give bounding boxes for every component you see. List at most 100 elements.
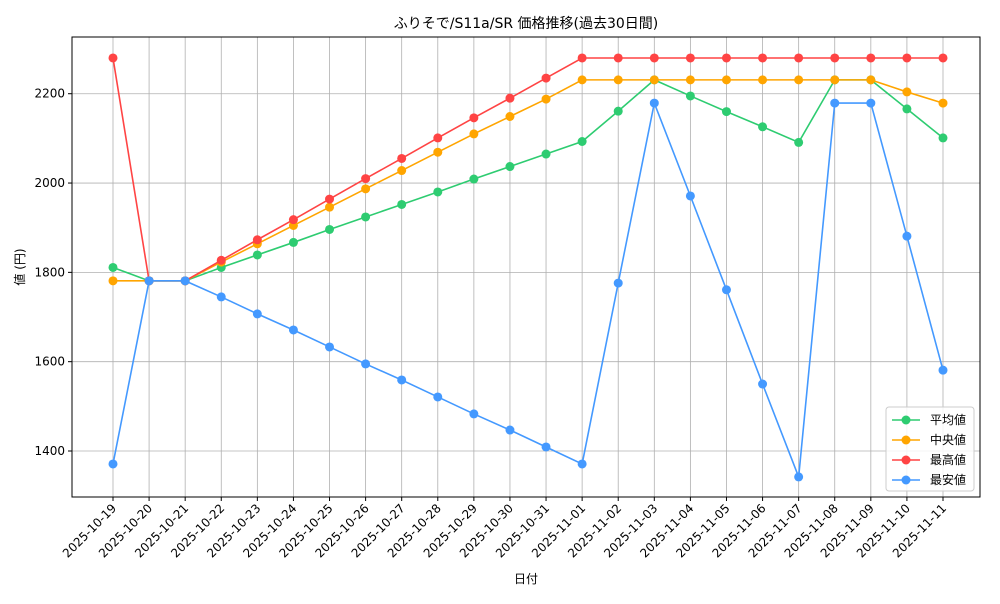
data-point — [794, 53, 804, 63]
data-point — [361, 184, 371, 194]
y-tick-label: 2200 — [34, 87, 65, 101]
data-point — [577, 53, 587, 63]
data-point — [505, 162, 515, 172]
data-point — [288, 215, 298, 225]
data-point — [469, 174, 479, 184]
y-axis-label: 値 (円) — [12, 248, 27, 285]
data-point — [541, 94, 551, 104]
data-point — [505, 111, 515, 121]
data-point — [325, 194, 335, 204]
data-point — [685, 53, 695, 63]
data-point — [108, 262, 118, 272]
data-point — [721, 75, 731, 85]
data-point — [433, 133, 443, 143]
data-point — [902, 53, 912, 63]
data-point — [505, 93, 515, 103]
data-point — [685, 75, 695, 85]
data-point — [397, 375, 407, 385]
data-point — [794, 137, 804, 147]
data-point — [938, 98, 948, 108]
series-中央値 — [108, 75, 948, 286]
data-point — [361, 359, 371, 369]
data-point — [397, 199, 407, 209]
data-point — [325, 202, 335, 212]
data-point — [252, 250, 262, 260]
data-point — [649, 98, 659, 108]
data-point — [758, 122, 768, 132]
y-tick-label: 1800 — [34, 265, 65, 279]
legend-marker — [901, 455, 911, 465]
data-point — [433, 147, 443, 157]
series-最高値 — [108, 53, 948, 286]
data-point — [577, 459, 587, 469]
data-point — [938, 365, 948, 375]
data-point — [397, 166, 407, 176]
series-平均値 — [108, 75, 948, 286]
data-point — [144, 276, 154, 286]
data-point — [758, 75, 768, 85]
data-point — [361, 212, 371, 222]
data-point — [397, 153, 407, 163]
plot-frame — [71, 36, 981, 498]
data-point — [866, 75, 876, 85]
series-line — [112, 57, 943, 282]
data-point — [613, 75, 623, 85]
data-point — [469, 113, 479, 123]
legend-marker — [901, 475, 911, 485]
data-point — [469, 129, 479, 139]
data-point — [433, 187, 443, 197]
series-line — [112, 100, 944, 478]
data-point — [613, 53, 623, 63]
data-point — [685, 191, 695, 201]
data-point — [288, 237, 298, 247]
legend-box — [885, 406, 975, 492]
data-point — [252, 235, 262, 245]
data-point — [108, 276, 118, 286]
data-point — [325, 224, 335, 234]
data-point — [649, 75, 659, 85]
data-point — [577, 75, 587, 85]
legend-label: 平均値 — [930, 412, 966, 427]
data-point — [902, 231, 912, 241]
data-point — [794, 472, 804, 482]
data-point — [288, 325, 298, 335]
x-axis-label: 日付 — [514, 572, 538, 586]
data-point — [758, 53, 768, 63]
data-point — [758, 379, 768, 389]
data-point — [216, 292, 226, 302]
legend-label: 最高値 — [930, 452, 966, 467]
legend-marker — [901, 415, 911, 425]
data-point — [108, 459, 118, 469]
data-point — [577, 137, 587, 147]
data-point — [108, 53, 118, 63]
data-point — [541, 149, 551, 159]
data-point — [794, 75, 804, 85]
legend-marker — [901, 435, 911, 445]
data-point — [866, 98, 876, 108]
data-point — [830, 75, 840, 85]
data-point — [433, 392, 443, 402]
data-point — [902, 104, 912, 114]
y-tick-label: 1600 — [34, 355, 65, 369]
data-point — [361, 174, 371, 184]
data-point — [216, 255, 226, 265]
data-point — [721, 107, 731, 117]
data-point — [721, 53, 731, 63]
y-tick-label: 1400 — [34, 444, 65, 458]
legend-label: 中央値 — [930, 432, 966, 447]
data-point — [721, 285, 731, 295]
data-point — [613, 106, 623, 116]
data-point — [938, 53, 948, 63]
data-point — [938, 133, 948, 143]
series-最安値 — [108, 98, 948, 482]
y-tick-label: 2000 — [34, 176, 65, 190]
chart-title: ふりそで/S11a/SR 価格推移(過去30日間) — [394, 16, 659, 32]
data-point — [830, 98, 840, 108]
data-point — [902, 87, 912, 97]
data-point — [252, 309, 262, 319]
data-point — [505, 425, 515, 435]
series-line — [112, 78, 944, 282]
series-line — [113, 79, 944, 282]
data-point — [325, 342, 335, 352]
